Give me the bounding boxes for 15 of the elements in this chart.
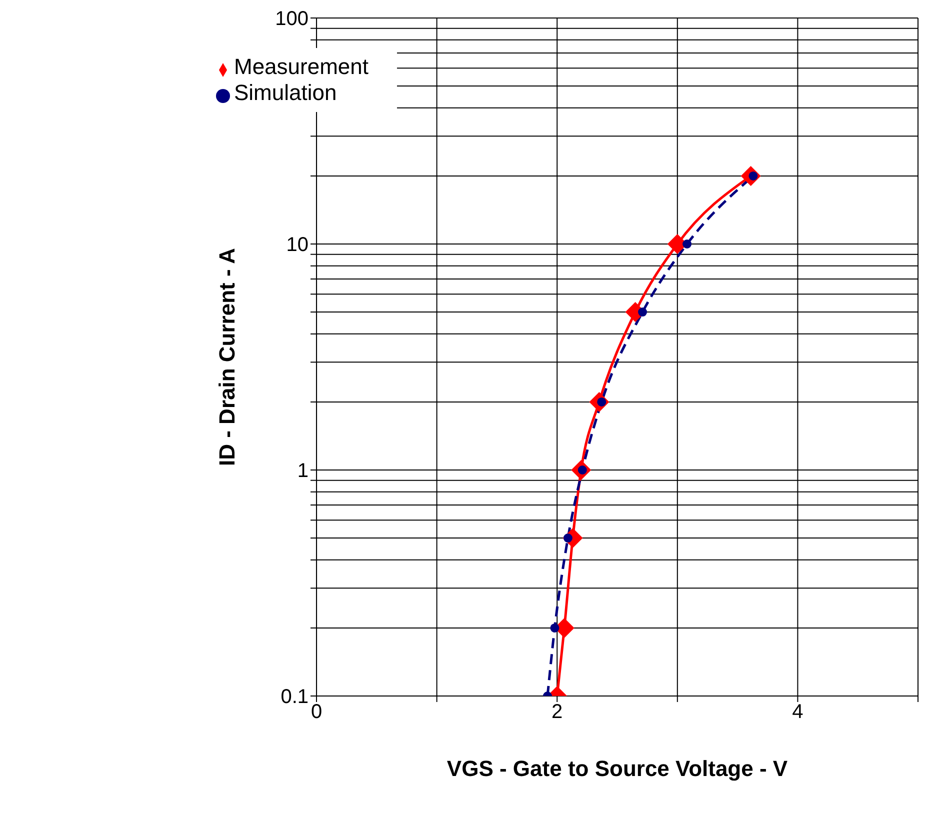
y-axis-title: ID - Drain Current - A — [214, 248, 240, 466]
x-tick-label: 2 — [552, 701, 563, 724]
y-tick-label: 10 — [286, 234, 309, 256]
y-tick-label: 100 — [275, 8, 309, 30]
legend-label: Measurement — [234, 54, 369, 79]
point — [563, 534, 572, 543]
x-tick-label: 4 — [792, 701, 804, 724]
point — [682, 240, 692, 248]
legend-label: Simulation — [234, 80, 337, 105]
y-tick-label: 1 — [297, 460, 309, 482]
y-tick-label: 0.1 — [280, 686, 309, 708]
x-axis-title: VGS - Gate to Source Voltage - V — [446, 756, 788, 781]
point — [550, 623, 560, 632]
point — [638, 308, 648, 317]
x-tick-label: 0 — [310, 701, 322, 724]
